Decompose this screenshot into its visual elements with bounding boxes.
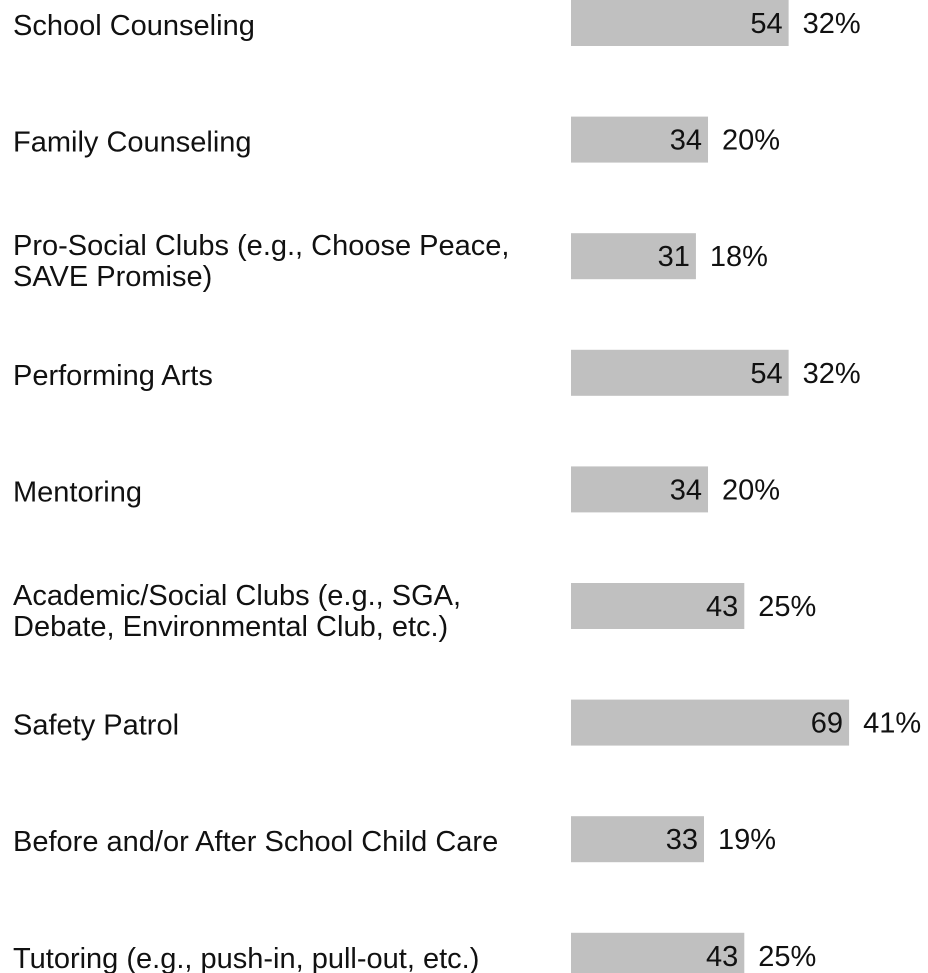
bar-value-label: 69 xyxy=(811,708,843,740)
bar-percent-label: 20% xyxy=(722,474,780,506)
category-label: Safety Patrol xyxy=(13,710,179,742)
bar xyxy=(571,349,789,396)
bar-percent-label: 20% xyxy=(722,125,780,157)
bar xyxy=(571,932,745,973)
bar-percent-label: 32% xyxy=(803,8,861,40)
category-label-line: Performing Arts xyxy=(13,360,213,392)
category-label: Before and/or After School Child Care xyxy=(13,826,498,858)
labels-layer: 54 32% School Counseling 34 20% Family Counse… xyxy=(13,8,921,973)
category-label-line: SAVE Promise) xyxy=(13,261,212,293)
category-label: Family Counseling xyxy=(13,127,252,159)
bar-value-label: 34 xyxy=(670,125,702,157)
bar xyxy=(571,583,745,629)
bar-value-label: 43 xyxy=(706,941,738,973)
category-label: School Counseling xyxy=(13,10,255,42)
category-label: Academic/Social Clubs (e.g., SGA, Debate,… xyxy=(13,580,461,643)
bar-value-label: 34 xyxy=(670,474,702,506)
bar-percent-label: 41% xyxy=(863,708,921,740)
bars-layer xyxy=(571,0,850,973)
category-label-line: Academic/Social Clubs (e.g., SGA, xyxy=(13,580,461,612)
category-label: Mentoring xyxy=(13,476,142,508)
category-label-line: Debate, Environmental Club, etc.) xyxy=(13,611,448,643)
category-label-line: Before and/or After School Child Care xyxy=(13,826,498,858)
bar xyxy=(571,116,709,163)
bar-percent-label: 25% xyxy=(758,591,816,623)
category-label: Performing Arts xyxy=(13,360,213,392)
bar-percent-label: 18% xyxy=(710,241,768,273)
bar-value-label: 33 xyxy=(666,824,698,856)
category-label-line: Pro-Social Clubs (e.g., Choose Peace, xyxy=(13,230,509,262)
category-label-line: Family Counseling xyxy=(13,127,252,159)
category-label-line: Tutoring (e.g., push-in, pull-out, etc.) xyxy=(13,943,479,973)
bar-value-label: 54 xyxy=(750,8,782,40)
bar-value-label: 54 xyxy=(750,358,782,390)
bar-value-label: 43 xyxy=(706,591,738,623)
bar-percent-label: 19% xyxy=(718,824,776,856)
bar xyxy=(571,699,850,746)
bar xyxy=(571,233,696,280)
bar-percent-label: 25% xyxy=(758,941,816,973)
category-label-line: Mentoring xyxy=(13,476,142,508)
category-label: Tutoring (e.g., push-in, pull-out, etc.) xyxy=(13,943,479,973)
bar-percent-label: 32% xyxy=(803,358,861,390)
bar-value-label: 31 xyxy=(658,241,690,273)
bar xyxy=(571,466,709,513)
category-label-line: Safety Patrol xyxy=(13,710,179,742)
bar xyxy=(571,0,789,46)
category-label: Pro-Social Clubs (e.g., Choose Peace, SAV… xyxy=(13,230,509,293)
bar xyxy=(571,816,704,863)
category-label-line: School Counseling xyxy=(13,10,255,42)
